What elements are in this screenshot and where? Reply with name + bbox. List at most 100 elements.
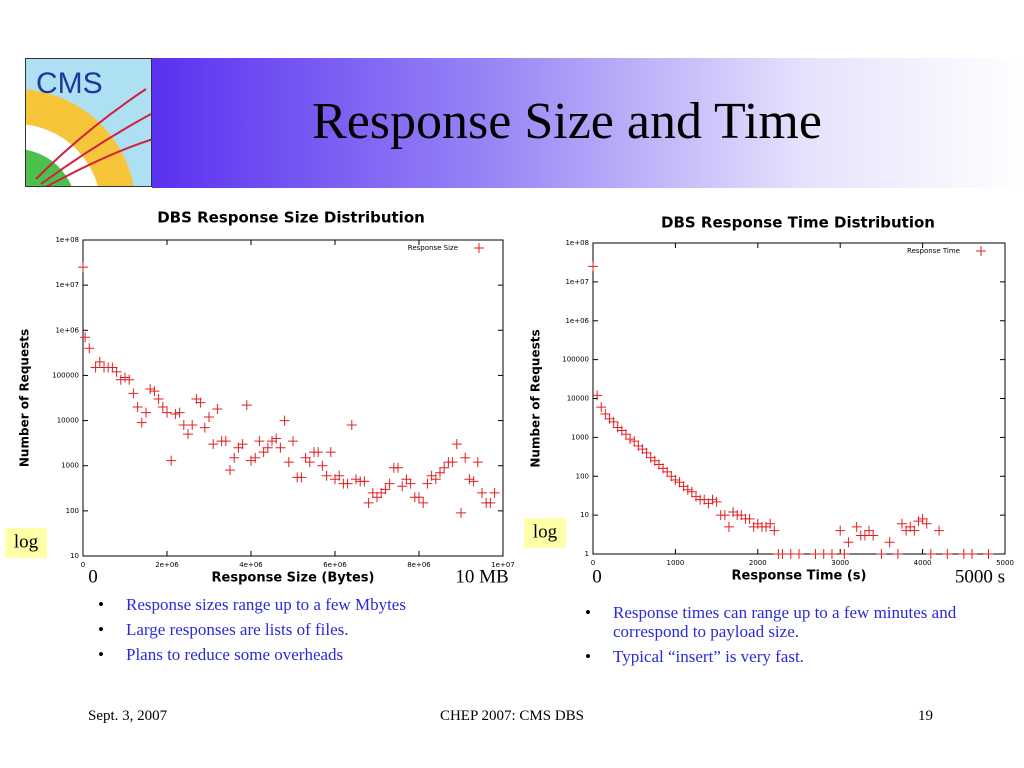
point bbox=[662, 466, 673, 477]
point bbox=[136, 417, 147, 428]
point bbox=[120, 372, 130, 383]
point bbox=[174, 407, 185, 418]
y-tick-label: 100000 bbox=[562, 356, 589, 364]
point bbox=[460, 452, 471, 463]
point bbox=[682, 484, 693, 495]
point bbox=[359, 476, 370, 487]
point bbox=[686, 486, 697, 497]
point bbox=[723, 521, 734, 532]
footer-center: CHEP 2007: CMS DBS bbox=[439, 708, 585, 724]
chart-title: DBS Response Time Distribution bbox=[661, 214, 935, 232]
point bbox=[111, 366, 122, 377]
point bbox=[241, 400, 252, 411]
point bbox=[464, 474, 475, 485]
point bbox=[397, 481, 408, 492]
point bbox=[909, 525, 920, 536]
point bbox=[313, 447, 324, 458]
point bbox=[351, 474, 361, 485]
x-tick-label: 0 bbox=[591, 559, 595, 567]
x-tick-label: 4e+06 bbox=[239, 561, 263, 569]
point bbox=[208, 439, 219, 450]
x-axis-label: Response Time (s) bbox=[732, 569, 867, 584]
footer-date: Sept. 3, 2007 bbox=[88, 708, 168, 724]
point bbox=[839, 549, 850, 559]
point bbox=[843, 537, 854, 548]
y-tick-label: 1000 bbox=[571, 433, 589, 441]
y-tick-label: 1e+07 bbox=[55, 281, 79, 289]
bullet: Response times can range up to a few min… bbox=[585, 603, 1013, 641]
point bbox=[372, 492, 382, 503]
point bbox=[296, 472, 307, 483]
bullets-right: Response times can range up to a few min… bbox=[577, 603, 1013, 672]
point bbox=[279, 415, 290, 426]
point bbox=[367, 487, 378, 498]
y-tick-label: 1e+06 bbox=[55, 326, 79, 334]
y-tick-label: 100000 bbox=[52, 371, 79, 379]
x-tick-label: 0 bbox=[81, 561, 85, 569]
point bbox=[401, 474, 412, 485]
y-tick-label: 10000 bbox=[567, 395, 589, 403]
point bbox=[346, 419, 357, 430]
point bbox=[719, 510, 730, 521]
point bbox=[468, 476, 479, 487]
point bbox=[921, 518, 932, 529]
logo-art bbox=[26, 88, 151, 186]
point bbox=[384, 478, 395, 489]
footer-page: 19 bbox=[918, 708, 933, 724]
logo-tracks bbox=[35, 88, 151, 186]
point bbox=[765, 518, 776, 529]
point bbox=[489, 487, 500, 498]
point bbox=[608, 416, 619, 427]
y-tick-label: 10000 bbox=[57, 417, 79, 425]
point bbox=[414, 492, 424, 503]
point bbox=[94, 356, 105, 367]
y-tick-label: 1e+08 bbox=[55, 236, 79, 244]
point bbox=[447, 457, 458, 468]
legend-label: Response Time bbox=[907, 247, 960, 255]
annotation: log bbox=[14, 531, 39, 552]
point bbox=[451, 439, 462, 450]
y-tick-label: 10 bbox=[580, 511, 589, 519]
point bbox=[124, 374, 135, 385]
point bbox=[153, 394, 164, 405]
annotation-box bbox=[5, 528, 47, 558]
point bbox=[132, 401, 143, 412]
point bbox=[128, 388, 139, 399]
legend-marker bbox=[474, 243, 484, 253]
point bbox=[485, 497, 496, 508]
point bbox=[620, 429, 631, 440]
point bbox=[166, 455, 177, 466]
point bbox=[237, 439, 248, 450]
point bbox=[868, 530, 879, 541]
annotation-box bbox=[524, 518, 566, 548]
annotation: log bbox=[533, 521, 558, 542]
x-tick-label: 1e+07 bbox=[491, 561, 515, 569]
point bbox=[826, 549, 837, 559]
point bbox=[220, 436, 231, 447]
bullets-left: Response sizes range up to a few Mbytes … bbox=[90, 595, 566, 670]
point bbox=[851, 521, 862, 532]
point bbox=[304, 457, 315, 468]
point bbox=[670, 475, 681, 486]
point bbox=[363, 497, 374, 508]
point bbox=[477, 487, 487, 498]
point bbox=[588, 261, 598, 272]
point bbox=[225, 465, 235, 476]
point bbox=[430, 474, 441, 485]
point bbox=[334, 470, 345, 481]
y-axis-label: Number of Requests bbox=[18, 329, 32, 467]
point bbox=[418, 497, 429, 508]
point bbox=[864, 525, 875, 536]
point bbox=[674, 477, 685, 488]
plot-frame bbox=[82, 239, 504, 557]
y-tick-label: 1 bbox=[585, 550, 589, 558]
point bbox=[393, 462, 403, 473]
point bbox=[204, 411, 214, 422]
point bbox=[267, 436, 277, 447]
point bbox=[439, 462, 450, 473]
bullet: Typical “insert” is very fast. bbox=[585, 647, 1013, 666]
point bbox=[380, 484, 391, 495]
point bbox=[913, 516, 924, 527]
bullet: Plans to reduce some overheads bbox=[98, 645, 566, 664]
